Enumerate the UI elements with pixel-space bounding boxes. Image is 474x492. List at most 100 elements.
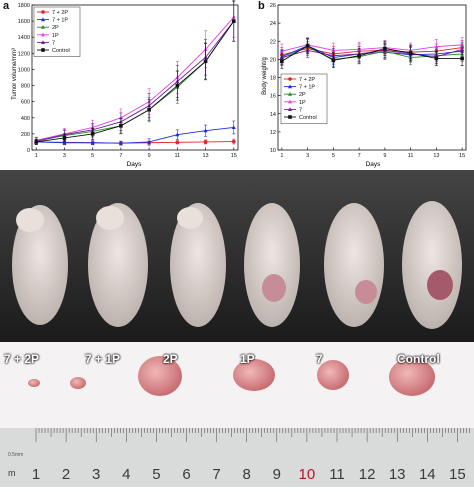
chart-a-data-point [203,59,208,64]
chart-b-xlabel: Days [366,161,382,168]
chart-a-legend-label: 7 + 2P [52,10,68,16]
chart-a-series-line [36,20,235,142]
chart-b-data-point [460,56,464,61]
chart-b-xtick-label: 11 [408,153,414,159]
chart-a-data-point [62,140,67,145]
mouse-1 [12,205,68,325]
chart-a-data-point [119,124,123,128]
tumor-volume-chart: Tumor volume/mm³ Days 0 200 400 600 800 1000 1… [12,0,239,168]
mice-tumor-photo: m 0.5mm 1 2 3 4 5 6 7 8 9 10 11 12 13 14 15 7 + 2P 7 +… [0,170,474,487]
chart-b-xtick-label: 5 [332,153,335,159]
tumor-3 [138,356,182,396]
ruler-ticks [35,428,470,442]
chart-b-legend-marker [288,115,292,119]
chart-a-legend-label: 7 + 1P [52,18,68,24]
chart-a-data-point [118,140,123,145]
chart-b-ytick-label: 16 [270,94,276,100]
chart-a-ytick-label: 800 [21,84,30,90]
tumor-2 [70,377,86,389]
chart-a-ytick-label: 1000 [18,67,30,73]
chart-b-data-point [357,53,361,58]
panel-letter-a: a [3,0,10,12]
chart-b-legend-box [280,73,328,124]
chart-a-ytick-label: 0 [27,148,30,154]
chart-a-xtick-label: 9 [148,153,151,159]
chart-a-xtick-label: 7 [119,153,122,159]
chart-a-data-point [231,139,236,144]
chart-a-plot-frame [31,4,239,151]
chart-a-data-point [203,140,208,144]
chart-b-legend-marker [288,84,292,89]
chart-a-data-point [231,19,236,23]
chart-a-legend-marker [41,48,45,52]
chart-a-data-point [62,136,67,140]
ruler-number: 7 [212,466,220,483]
chart-b-series-6 [280,38,464,69]
chart-b-data-point [331,58,336,63]
ruler-number: 3 [92,466,100,483]
chart-a-data-point [231,125,236,130]
chart-b-legend-marker [288,107,292,111]
mouse-label-4: 1P [240,352,255,366]
chart-b-data-point [408,51,413,55]
chart-b-legend-marker [288,99,292,104]
ruler-number: 4 [122,466,130,483]
panel-letter-b: b [258,0,265,12]
ruler-number: 2 [62,466,70,483]
chart-a-data-point [147,139,152,144]
chart-a-ytick-label: 1600 [18,19,30,25]
mice-background [0,170,474,342]
chart-b-legend-label: 7 + 2P [299,77,315,83]
chart-b-legend-marker [288,77,292,81]
ruler-number: 9 [273,466,281,483]
tumor-4 [233,359,275,391]
chart-a-data-point [175,140,180,145]
chart-b-legend-label: 7 + 1P [299,85,315,91]
chart-a-data-point [203,128,208,133]
chart-b-ytick-label: 20 [270,57,276,63]
ruler-numbers: 1 2 3 4 5 6 7 8 9 10 11 12 13 14 15 [32,466,466,483]
chart-a-xtick-label: 15 [231,153,237,159]
chart-a-xtick-label: 1 [35,153,38,159]
tumor-5 [317,360,349,390]
mouse-6 [402,201,462,329]
chart-a-ytick-label: 200 [21,132,30,138]
chart-a-data-point [175,83,180,88]
mouse-5 [324,203,384,327]
chart-a-xlabel: Days [127,161,143,168]
chart-a-legend-label: 2P [52,25,59,31]
chart-a-legend-label: 7 [52,40,55,46]
chart-a-xtick-label: 5 [91,153,94,159]
chart-a-ytick-label: 1400 [18,35,30,41]
chart-a-legend-label: Control [52,48,70,54]
chart-b-ytick-label: 18 [270,76,276,82]
mouse-label-6: Control [397,352,440,366]
chart-b-ytick-label: 22 [270,39,276,45]
tumor-6 [389,358,435,396]
chart-a-data-point [90,140,95,145]
chart-b-xtick-label: 15 [459,153,465,159]
ruler-number: 13 [389,466,406,483]
mouse-label-3: 2P [163,352,178,366]
chart-a-legend-marker [41,25,45,29]
chart-a-xtick-label: 13 [202,153,208,159]
chart-b-xtick-label: 3 [306,153,309,159]
chart-a-legend-marker [41,10,45,14]
chart-b-data-point [280,59,284,63]
mouse-4 [244,203,300,327]
mouse-2 [88,203,148,327]
mouse-label-1: 7 + 2P [4,352,40,366]
chart-b-ylabel: Body weight/g [262,57,268,95]
photo-canvas: m 0.5mm 1 2 3 4 5 6 7 8 9 10 11 12 13 14 15 [0,170,474,487]
chart-b-data-point [383,46,387,51]
chart-b-data-point [305,43,310,48]
ruler-number: 6 [182,466,190,483]
ruler-number: 1 [32,466,40,483]
ruler-number: 11 [329,466,345,483]
ruler [0,428,474,487]
chart-a-xtick-label: 11 [174,153,180,159]
chart-a-data-point [175,132,180,137]
ruler-number: 10 [299,466,316,483]
